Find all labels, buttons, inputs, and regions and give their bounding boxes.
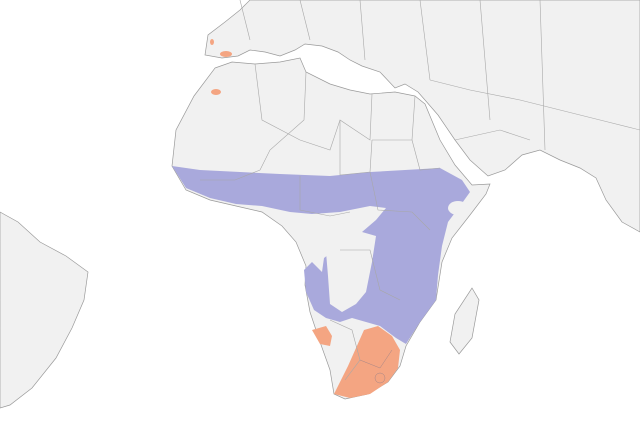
range-orange — [211, 89, 221, 95]
eurasia — [204, 0, 640, 233]
range-orange — [312, 326, 332, 346]
range-gap — [322, 232, 376, 312]
range-purple — [172, 166, 470, 344]
range-gap — [448, 201, 468, 215]
south-america — [0, 211, 89, 409]
range-orange — [334, 326, 400, 398]
country-borders — [200, 0, 640, 381]
range-borders — [359, 349, 393, 384]
range-orange — [220, 51, 232, 57]
range-orange — [210, 39, 214, 45]
madagascar — [449, 287, 480, 355]
